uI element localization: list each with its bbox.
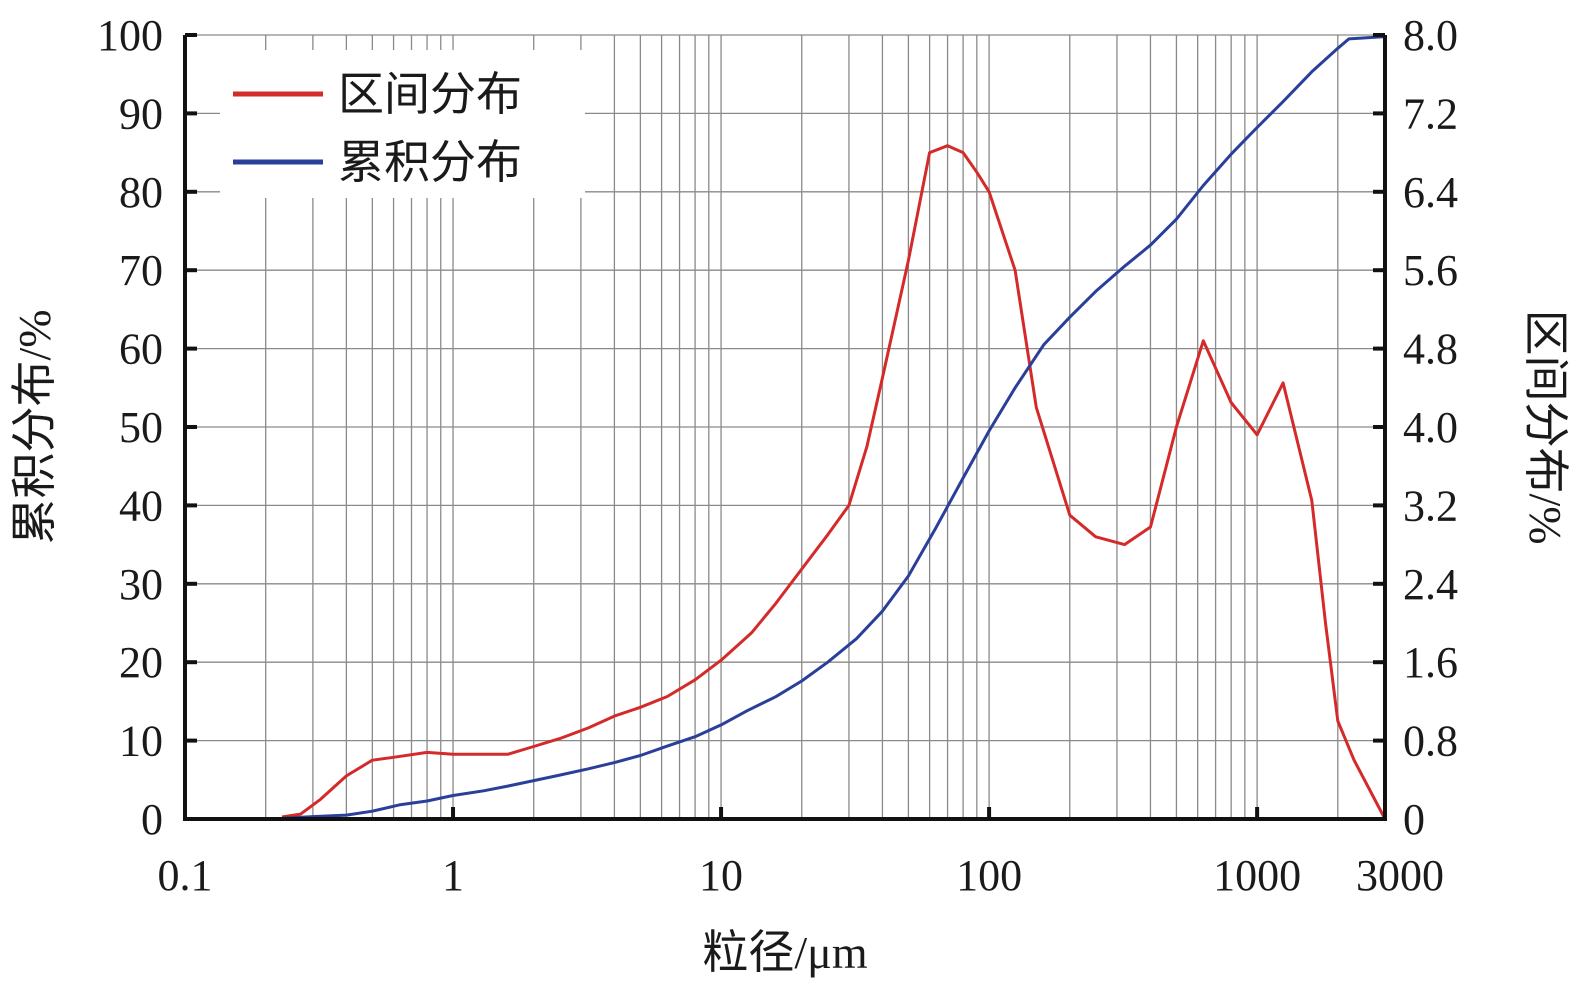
axes: 0 0 10 0.8 20 1.6 30 2.4 40 3.2 50 4.0 60 4.8 70 5.6 80 6…	[97, 11, 1458, 900]
x-tick-label: 3000	[1356, 851, 1444, 900]
interval-distribution-line	[281, 144, 1387, 820]
y-tick-label-left: 100	[97, 11, 163, 60]
y-axis-left-label: 累积分布/%	[9, 309, 60, 544]
y-tick-label-right: 8.0	[1403, 11, 1458, 60]
data-curves	[281, 35, 1387, 820]
x-tick-label: 1000	[1213, 851, 1301, 900]
y-tick-label-left: 60	[119, 325, 163, 374]
y-tick-label-left: 10	[119, 717, 163, 766]
y-tick-label-right: 6.4	[1403, 168, 1458, 217]
y-tick-label-left: 30	[119, 560, 163, 609]
x-tick-label: 10	[699, 851, 743, 900]
legend-box	[220, 50, 585, 198]
x-axis-label: 粒径/μm	[702, 927, 867, 978]
y-tick-label-right: 1.6	[1403, 638, 1458, 687]
x-tick-label: 0.1	[158, 851, 213, 900]
y-tick-label-left: 40	[119, 481, 163, 530]
y-tick-label-left: 20	[119, 638, 163, 687]
y-tick-label-left: 70	[119, 246, 163, 295]
cumulative-distribution-line	[281, 35, 1386, 820]
y-axis-right-label: 区间分布/%	[1520, 309, 1571, 544]
y-tick-label-right: 0	[1403, 795, 1425, 844]
y-tick-label-right: 4.0	[1403, 403, 1458, 452]
x-tick-label: 1	[442, 851, 464, 900]
legend-label: 累积分布	[338, 137, 522, 188]
y-tick-label-left: 0	[141, 795, 163, 844]
y-tick-label-left: 80	[119, 168, 163, 217]
y-tick-label-left: 90	[119, 89, 163, 138]
y-tick-label-right: 4.8	[1403, 325, 1458, 374]
y-tick-label-right: 3.2	[1403, 481, 1458, 530]
y-tick-label-right: 5.6	[1403, 246, 1458, 295]
y-tick-label-right: 7.2	[1403, 89, 1458, 138]
y-tick-label-left: 50	[119, 403, 163, 452]
x-tick-label: 100	[956, 851, 1022, 900]
legend-label: 区间分布	[338, 69, 522, 120]
y-tick-label-right: 2.4	[1403, 560, 1458, 609]
y-tick-label-right: 0.8	[1403, 717, 1458, 766]
